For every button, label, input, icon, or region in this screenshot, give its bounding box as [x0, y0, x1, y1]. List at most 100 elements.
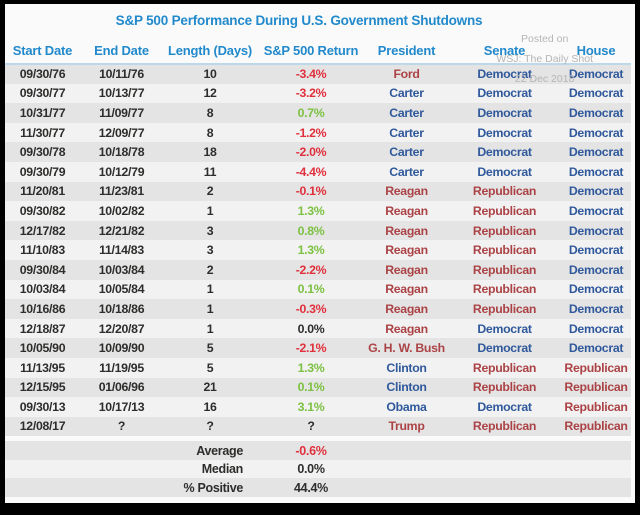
cell-president: Reagan [385, 203, 428, 218]
cell-house: Democrat [568, 223, 624, 238]
table-row: 11/13/95 11/19/95 5 1.3% Clinton Republican Re… [5, 357, 631, 378]
cell-start-date: 12/15/95 [19, 380, 66, 395]
cell-sp500-return: -3.2% [295, 86, 327, 101]
cell-end-date: 11/19/95 [99, 360, 144, 375]
cell-sp500-return: 0.0% [297, 321, 325, 336]
cell-president: Reagan [385, 301, 428, 316]
cell-house: Democrat [568, 301, 624, 316]
cell-length-days: 12 [203, 86, 217, 101]
cell-sp500-return: 3.1% [297, 399, 325, 414]
cell-end-date: 10/09/90 [98, 341, 145, 356]
cell-length-days: ? [206, 419, 214, 434]
summary-value: 0.0% [297, 462, 325, 477]
cell-start-date: 09/30/78 [19, 145, 66, 160]
cell-start-date: 11/30/77 [20, 125, 65, 140]
cell-sp500-return: 0.8% [297, 223, 325, 238]
cell-senate: Republican [472, 184, 537, 199]
cell-senate: Democrat [477, 67, 532, 82]
column-header-s-p-500-return: S&P 500 Return [257, 28, 365, 65]
summary-row-median: Median 0.0% [5, 459, 631, 479]
cell-house: Democrat [568, 282, 624, 297]
cell-senate: Republican [472, 380, 537, 395]
cell-house: Democrat [568, 105, 624, 120]
table-row: 09/30/79 10/12/79 11 -4.4% Carter Democrat Dem… [5, 161, 631, 182]
table-row: 09/30/82 10/02/82 1 1.3% Reagan Republican Dem… [5, 201, 631, 221]
cell-senate: Democrat [477, 105, 532, 120]
column-header-house: House [561, 28, 631, 65]
cell-senate: Democrat [477, 125, 532, 140]
cell-president: Reagan [385, 243, 428, 258]
cell-sp500-return: 0.7% [297, 105, 325, 120]
cell-sp500-return: -1.2% [295, 125, 327, 140]
cell-end-date: 10/18/86 [98, 301, 145, 316]
summary-label: Median [201, 462, 244, 477]
table-row: 10/03/84 10/05/84 1 0.1% Reagan Republican Dem… [5, 279, 631, 300]
summary-row-average: Average -0.6% [5, 441, 631, 460]
cell-length-days: 3 [206, 223, 214, 238]
table-panel: S&P 500 Performance During U.S. Governme… [5, 4, 635, 503]
cell-house: Democrat [568, 184, 624, 199]
cell-end-date: 11/14/83 [99, 243, 144, 258]
cell-end-date: 12/20/87 [98, 321, 145, 336]
cell-sp500-return: -2.2% [295, 262, 327, 277]
summary-value: 44.4% [294, 480, 328, 495]
table-row: 11/10/83 11/14/83 3 1.3% Reagan Republican Dem… [5, 240, 631, 260]
cell-president: Reagan [385, 321, 428, 336]
cell-senate: Democrat [477, 164, 532, 179]
cell-start-date: 10/31/77 [19, 105, 66, 120]
cell-start-date: 11/13/95 [20, 360, 65, 375]
cell-senate: Democrat [477, 86, 532, 101]
cell-end-date: 11/09/77 [99, 105, 144, 120]
cell-sp500-return: 1.3% [297, 360, 325, 375]
cell-house: Democrat [568, 145, 624, 160]
cell-start-date: 09/30/76 [19, 67, 66, 82]
cell-end-date: 12/21/82 [98, 223, 145, 238]
cell-president: Carter [389, 105, 424, 120]
table-row: 11/30/77 12/09/77 8 -1.2% Carter Democrat Demo… [5, 122, 631, 143]
cell-end-date: 10/11/76 [99, 67, 144, 82]
cell-president: Carter [389, 125, 424, 140]
cell-end-date: 11/23/81 [99, 184, 144, 199]
cell-sp500-return: 0.1% [297, 380, 325, 395]
cell-sp500-return: -4.4% [295, 164, 327, 179]
cell-president: Carter [389, 164, 424, 179]
cell-start-date: 09/30/79 [19, 164, 66, 179]
cell-senate: Democrat [477, 145, 532, 160]
cell-start-date: 10/03/84 [19, 282, 66, 297]
cell-length-days: 3 [206, 243, 214, 258]
cell-house: Democrat [568, 203, 624, 218]
cell-house: Democrat [568, 321, 624, 336]
cell-president: Trump [388, 419, 425, 434]
cell-house: Republican [564, 360, 628, 375]
cell-president: Reagan [385, 282, 428, 297]
cell-sp500-return: -0.3% [295, 301, 327, 316]
page-title: S&P 500 Performance During U.S. Governme… [115, 13, 483, 28]
cell-start-date: 12/17/82 [19, 223, 66, 238]
cell-end-date: 10/13/77 [98, 86, 145, 101]
cell-sp500-return: 1.3% [297, 243, 325, 258]
cell-president: Reagan [385, 223, 428, 238]
cell-end-date: 10/03/84 [98, 262, 145, 277]
table-row: 11/20/81 11/23/81 2 -0.1% Reagan Republican De… [5, 181, 631, 202]
cell-length-days: 11 [203, 164, 217, 179]
cell-length-days: 10 [203, 67, 217, 82]
summary-row-positive: % Positive 44.4% [5, 478, 631, 498]
column-header-end-date: End Date [80, 28, 163, 65]
table-row: 09/30/76 10/11/76 10 -3.4% Ford Democrat Democ… [5, 64, 631, 84]
summary-label: % Positive [183, 480, 243, 495]
column-header-president: President [365, 28, 448, 65]
cell-end-date: 10/17/13 [98, 399, 145, 414]
cell-president: Ford [393, 67, 420, 82]
cell-end-date: 10/18/78 [98, 145, 145, 160]
cell-senate: Democrat [477, 399, 532, 414]
cell-house: Democrat [568, 86, 624, 101]
cell-president: Reagan [385, 262, 428, 277]
table-row: 12/15/95 01/06/96 21 0.1% Clinton Republican R… [5, 377, 631, 398]
cell-end-date: 01/06/96 [98, 380, 145, 395]
cell-house: Republican [564, 419, 628, 434]
cell-house: Democrat [568, 262, 624, 277]
table-row: 09/30/13 10/17/13 16 3.1% Obama Democrat Repub… [5, 397, 631, 417]
cell-end-date: 12/09/77 [98, 125, 145, 140]
table-row: 10/31/77 11/09/77 8 0.7% Carter Democrat Democ… [5, 103, 631, 123]
